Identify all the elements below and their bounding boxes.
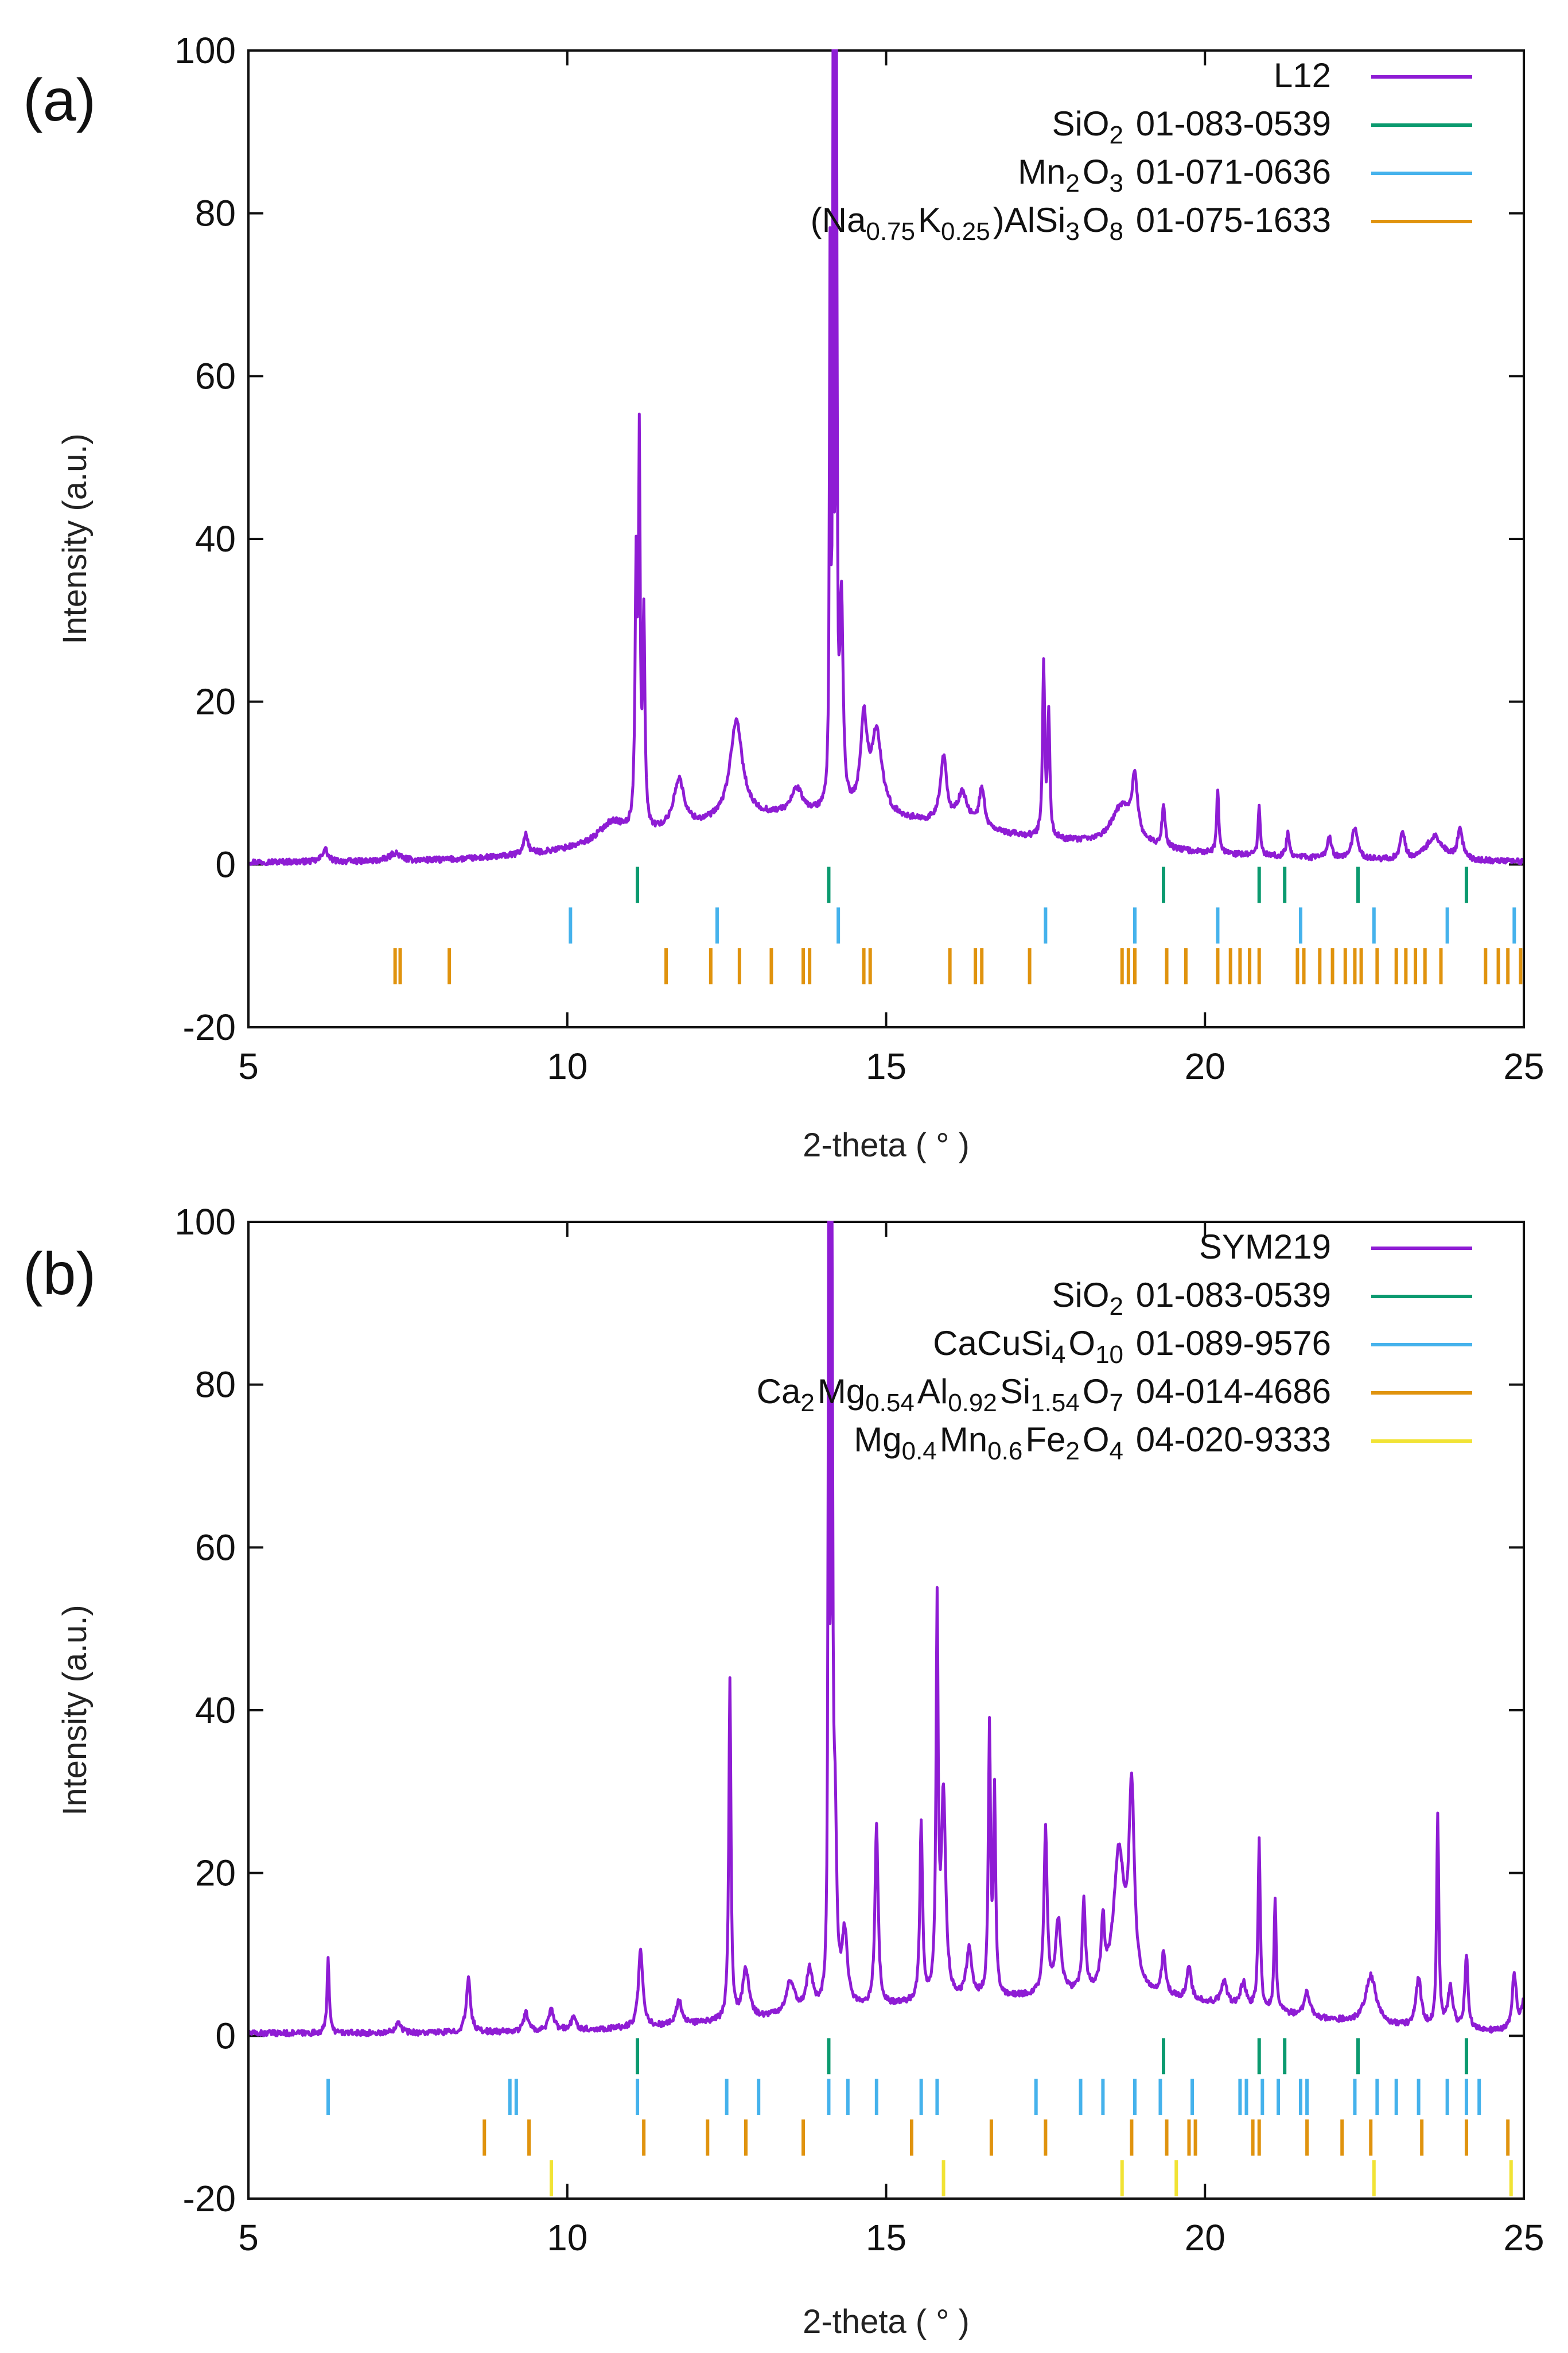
y-tick-label: 80 [195, 193, 236, 234]
x-tick-label: 10 [547, 2217, 587, 2258]
panel-label: (b) [23, 1241, 96, 1307]
legend-entry-label: L12 [1274, 56, 1331, 95]
legend-entry-label: (Na0.75 K0.25 )AlSi3 O8 01-075-1633 [811, 201, 1331, 246]
legend-entry-label: Mg0.4 Mn0.6 Fe2 O4 04-020-9333 [854, 1420, 1331, 1465]
x-tick-label: 20 [1185, 1046, 1225, 1087]
diffraction-pattern-line [250, 1221, 1523, 2037]
chart-panel-b: (b) -20 0 20 40 60 80 100 5 10 15 20 25 2-theta ( ° )… [23, 1201, 1544, 2340]
y-tick-label: 80 [195, 1364, 236, 1405]
y-axis-label: Intensity (a.u.) [56, 433, 94, 644]
x-tick-label: 5 [238, 2217, 259, 2258]
y-tick-label: 20 [195, 1853, 236, 1894]
y-tick-label: 60 [195, 355, 236, 397]
y-axis-label: Intensity (a.u.) [56, 1605, 94, 1815]
legend-entry-label: Mn2 O3 01-071-0636 [1018, 153, 1331, 197]
y-tick-label: 60 [195, 1527, 236, 1568]
x-tick-label: 5 [238, 1046, 259, 1087]
y-tick-label: -20 [183, 2178, 236, 2219]
x-tick-label: 15 [866, 2217, 906, 2258]
legend-entry-label: SYM219 [1199, 1228, 1331, 1266]
legend-entry-label: CaCuSi4 O10 01-089-9576 [933, 1324, 1331, 1369]
y-tick-label: 0 [215, 844, 236, 885]
legend-entry-label: Ca2 Mg0.54 Al0.92 Si1.54 O7 04-014-4686 [757, 1372, 1331, 1417]
plot-frame [247, 1221, 1525, 2200]
x-axis-label: 2-theta ( ° ) [803, 1127, 970, 1164]
x-axis-label: 2-theta ( ° ) [803, 2303, 970, 2340]
plot-area [250, 49, 1523, 985]
legend-entry-label: SiO2 01-083-0539 [1052, 1276, 1331, 1321]
legend-entry-label: SiO2 01-083-0539 [1052, 104, 1331, 149]
x-tick-label: 25 [1503, 1046, 1544, 1087]
y-tick-label: 100 [174, 1201, 236, 1242]
y-tick-label: 40 [195, 518, 236, 560]
plot-area [250, 1221, 1523, 2196]
y-tick-label: -20 [183, 1007, 236, 1048]
panel-label: (a) [23, 67, 96, 134]
diffraction-pattern-line [250, 49, 1523, 866]
y-tick-label: 20 [195, 681, 236, 723]
plot-frame [247, 49, 1525, 1028]
x-tick-label: 25 [1503, 2217, 1544, 2258]
y-tick-label: 100 [174, 30, 236, 71]
chart-panel-a: (a) -20 0 20 40 60 80 100 5 10 15 20 25 2-theta ( ° )… [23, 30, 1544, 1164]
y-tick-label: 0 [215, 2015, 236, 2056]
y-tick-label: 40 [195, 1690, 236, 1731]
x-tick-label: 15 [866, 1046, 906, 1087]
x-tick-label: 10 [547, 1046, 587, 1087]
x-tick-label: 20 [1185, 2217, 1225, 2258]
